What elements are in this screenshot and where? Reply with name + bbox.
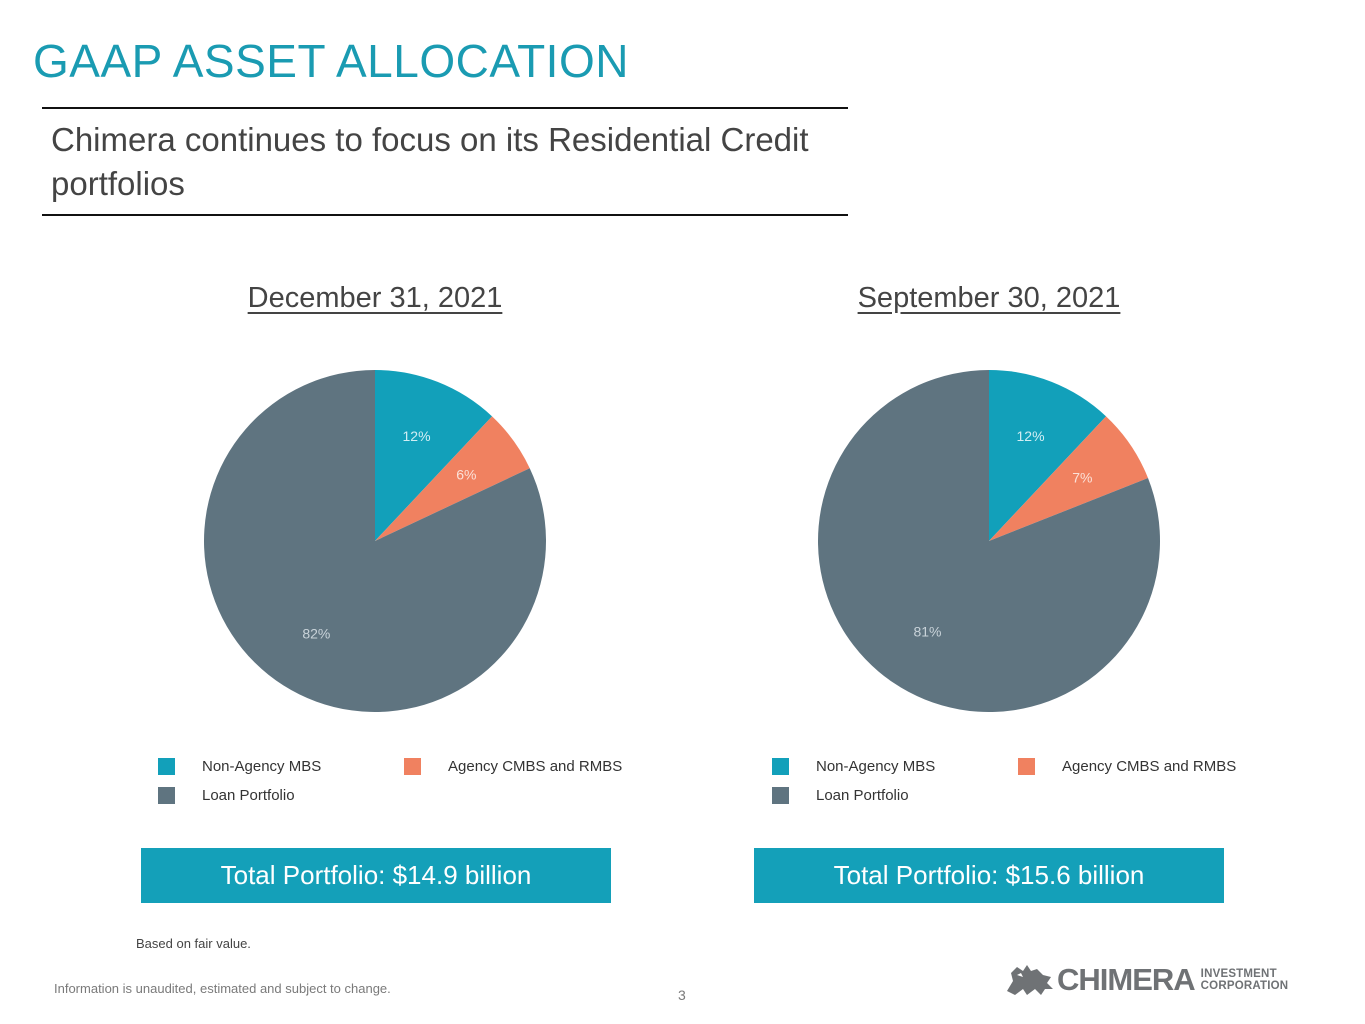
pie-data-label: 6% [456,467,476,483]
legend-label: Loan Portfolio [202,787,295,804]
legend-swatch-loan [158,787,175,804]
pie-slice-agency [375,416,530,541]
legend-label: Agency CMBS and RMBS [448,758,623,775]
chimera-lion-icon [1007,965,1053,995]
chart-title: December 31, 2021 [247,282,503,314]
header-rule-bottom [42,214,848,216]
disclaimer: Information is unaudited, estimated and … [54,981,391,996]
logo-wordmark: CHIMERA [1057,962,1196,997]
logo-subtext-line: CORPORATION [1200,980,1289,992]
legend-label: Agency CMBS and RMBS [1062,758,1237,775]
pie-data-label: 12% [403,428,431,444]
pie-data-label: 82% [302,625,330,641]
legend-label: Non-Agency MBS [202,758,322,775]
pie-chart-sep-2021: 12% 7% 81% [818,370,1160,712]
pie-data-label: 12% [1017,428,1045,444]
legend: Non-Agency MBS Agency CMBS and RMBS Loan… [158,758,678,818]
legend-item-non-agency: Non-Agency MBS [772,758,935,775]
legend-label: Non-Agency MBS [816,758,936,775]
legend-swatch-agency [404,758,421,775]
legend: Non-Agency MBS Agency CMBS and RMBS Loan… [772,758,1292,818]
pie-data-label: 7% [1072,470,1092,486]
pie-slice-non-agency [375,370,493,541]
pie-slice-non-agency [989,370,1107,541]
legend-item-loan: Loan Portfolio [158,787,295,804]
legend-item-agency: Agency CMBS and RMBS [404,758,622,775]
pie-slice-loan [204,370,546,712]
legend-item-agency: Agency CMBS and RMBS [1018,758,1236,775]
logo-subtext-line: INVESTMENT [1200,968,1277,980]
pie-slice-agency [989,416,1148,541]
legend-item-loan: Loan Portfolio [772,787,909,804]
pie-chart-dec-2021: 12% 6% 82% [204,370,546,712]
pie-data-label: 81% [913,624,941,640]
chimera-logo: CHIMERA INVESTMENT CORPORATION [1003,960,1339,1000]
page-title: GAAP ASSET ALLOCATION [33,35,629,87]
footnote: Based on fair value. [136,936,251,951]
chart-panel-sep-2021: September 30, 2021 12% 7% 81% Non-Agency M… [682,270,1296,910]
total-portfolio-box: Total Portfolio: $15.6 billion [754,848,1224,903]
chart-title: September 30, 2021 [857,282,1121,314]
chart-panel-dec-2021: December 31, 2021 12% 6% 82% Non-Agency MB… [68,270,682,910]
pie-slice-loan [818,370,1160,712]
legend-swatch-agency [1018,758,1035,775]
legend-swatch-non-agency [158,758,175,775]
logo-subtext: INVESTMENT CORPORATION [1201,968,1289,992]
header-rule-top [42,107,848,109]
legend-swatch-non-agency [772,758,789,775]
legend-label: Loan Portfolio [816,787,909,804]
page-number: 3 [678,987,686,1003]
legend-swatch-loan [772,787,789,804]
total-portfolio-box: Total Portfolio: $14.9 billion [141,848,611,903]
legend-item-non-agency: Non-Agency MBS [158,758,321,775]
page-subtitle: Chimera continues to focus on its Reside… [51,121,809,202]
